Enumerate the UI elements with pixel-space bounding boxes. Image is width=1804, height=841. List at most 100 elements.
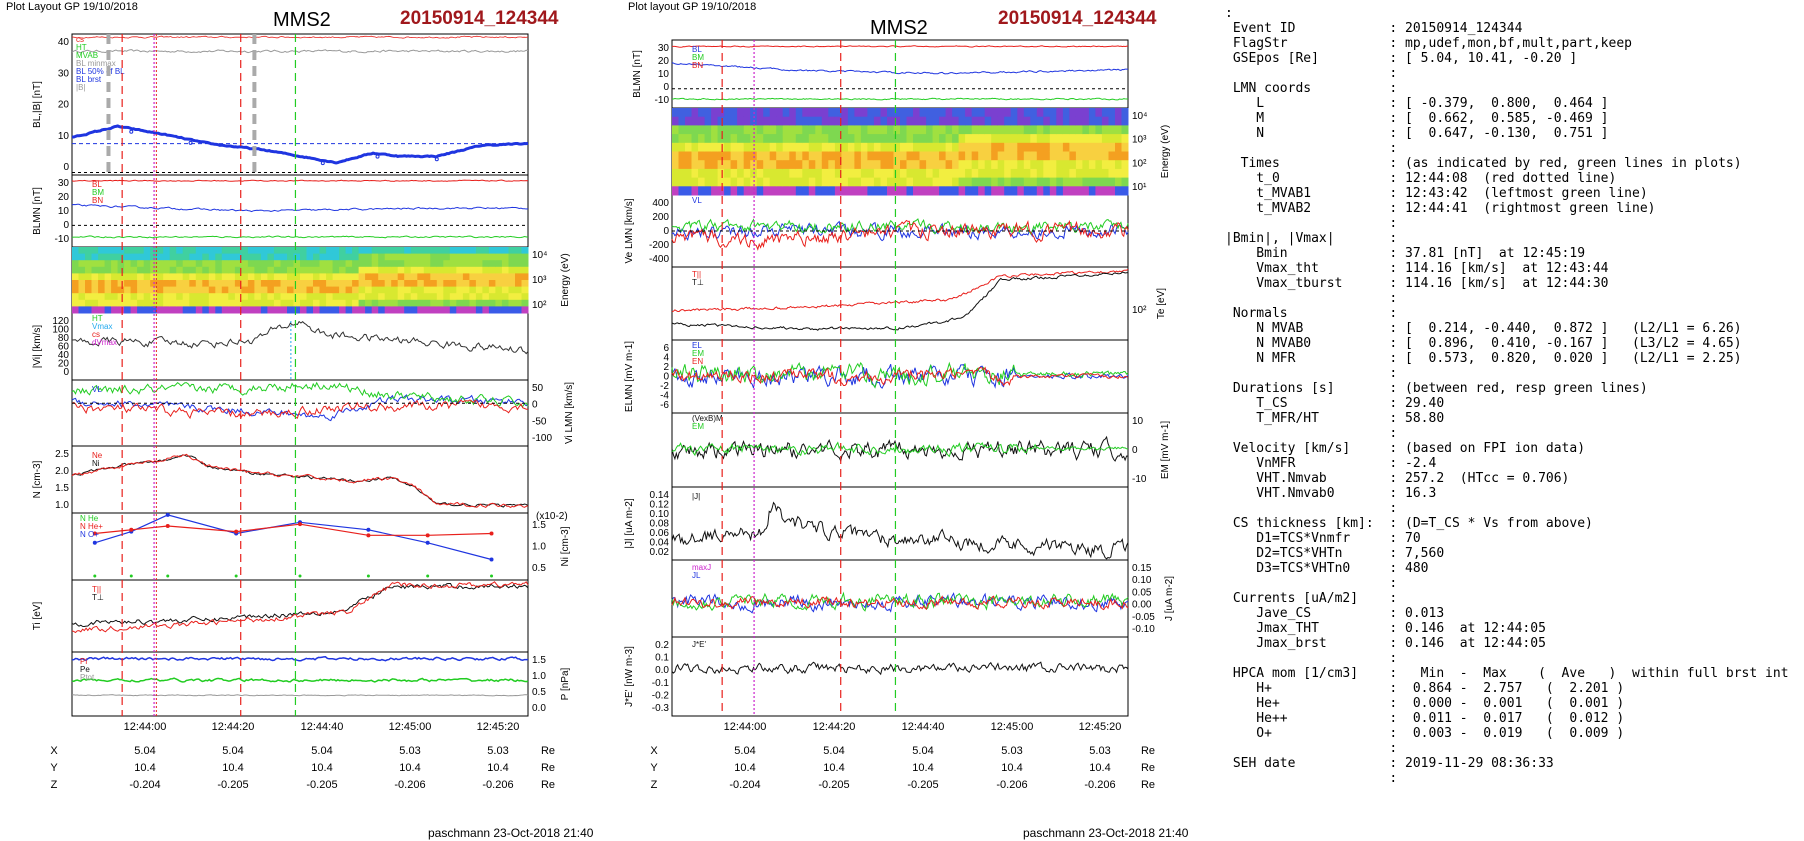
- spectrogram-cell: [306, 266, 314, 274]
- spectrogram-cell: [189, 253, 197, 261]
- spectrogram-cell: [691, 160, 699, 170]
- spectrogram-cell: [241, 299, 249, 307]
- spectrogram-cell: [98, 286, 106, 294]
- spectrogram-cell: [443, 253, 451, 261]
- spectrogram-cell: [78, 299, 86, 307]
- spectrogram-cell: [945, 116, 953, 126]
- spectrogram-cell: [293, 273, 301, 281]
- middle-panel-frame: [671, 39, 1129, 109]
- pos-row-label: Y: [50, 762, 58, 774]
- spectrogram-cell: [691, 142, 699, 152]
- spectrogram-cell: [991, 168, 999, 179]
- spectrogram-cell: [410, 253, 418, 261]
- spectrogram-cell: [313, 280, 320, 288]
- spectrogram-cell: [358, 253, 366, 261]
- spectrogram-cell: [124, 266, 132, 274]
- spectrogram-cell: [991, 125, 999, 135]
- mid-JL-line: [671, 592, 1129, 614]
- spectrogram-cell: [926, 168, 934, 179]
- spectrogram-cell: [163, 286, 171, 294]
- spectrogram-cell: [469, 299, 477, 307]
- mid-y-tick: -0.05: [1132, 612, 1155, 623]
- spectrogram-cell: [319, 299, 327, 307]
- spectrogram-cell: [182, 260, 190, 268]
- spectrogram-cell: [782, 125, 790, 135]
- spectrogram-cell: [117, 306, 125, 314]
- spectrogram-cell: [704, 108, 712, 118]
- spectrogram-cell: [854, 186, 862, 196]
- spectrogram-cell: [1043, 160, 1051, 170]
- spectrogram-cell: [143, 273, 151, 281]
- spectrogram-cell: [945, 142, 953, 152]
- spectrogram-cell: [475, 299, 483, 307]
- spectrogram-cell: [163, 273, 171, 281]
- spectrogram-cell: [1069, 186, 1077, 196]
- info-line: :: [1225, 576, 1398, 591]
- spectrogram-cell: [508, 299, 516, 307]
- spectrogram-cell: [397, 260, 405, 268]
- spectrogram-cell: [124, 299, 132, 307]
- spectrogram-cell: [384, 273, 392, 281]
- spectrogram-cell: [417, 286, 425, 294]
- mid-legend-item: VL: [692, 196, 702, 205]
- spectrogram-cell: [430, 299, 438, 307]
- spectrogram-cell: [704, 168, 712, 179]
- spectrogram-cell: [488, 247, 496, 255]
- spectrogram-cell: [828, 142, 836, 152]
- spectrogram-cell: [802, 151, 810, 161]
- spectrogram-cell: [704, 125, 712, 135]
- spectrogram-cell: [919, 151, 927, 161]
- spectrogram-cell: [404, 253, 412, 261]
- spectrogram-cell: [893, 116, 901, 126]
- spectrogram-cell: [847, 168, 855, 179]
- spectrogram-cell: [1030, 151, 1038, 161]
- spectrogram-cell: [821, 142, 829, 152]
- pos-value: 5.04: [134, 745, 155, 757]
- spectrogram-cell: [795, 108, 803, 118]
- spectrogram-cell: [1043, 168, 1051, 179]
- spectrogram-cell: [672, 160, 679, 170]
- spectrogram-cell: [743, 125, 751, 135]
- spectrogram-cell: [828, 177, 836, 187]
- spectrogram-cell: [423, 306, 431, 314]
- mid-y-tick: -10: [1132, 474, 1147, 485]
- spectrogram-cell: [358, 273, 366, 281]
- spectrogram-cell: [1101, 160, 1109, 170]
- spectrogram-cell: [78, 280, 86, 288]
- spectrogram-cell: [443, 266, 451, 274]
- time-tick-label: 12:45:20: [1079, 721, 1122, 733]
- spectrogram-cell: [945, 168, 953, 179]
- info-line: VnMFR : -2.4: [1225, 456, 1437, 471]
- spectrogram-cell: [776, 177, 784, 187]
- spectrogram-cell: [795, 168, 803, 179]
- spectrogram-cell: [795, 160, 803, 170]
- mid-y-tick: 400: [652, 198, 669, 209]
- spectrogram-cell: [228, 247, 236, 255]
- spectrogram-cell: [873, 142, 881, 152]
- spectrogram-cell: [124, 293, 132, 301]
- spectrogram-cell: [1121, 168, 1129, 179]
- left-y-tick: 10²: [532, 300, 547, 311]
- spectrogram-cell: [991, 151, 999, 161]
- spectrogram-cell: [417, 293, 425, 301]
- spectrogram-cell: [72, 253, 79, 261]
- spectrogram-cell: [254, 293, 262, 301]
- spectrogram-cell: [417, 306, 425, 314]
- spectrogram-cell: [176, 286, 184, 294]
- pos-value: 10.4: [399, 762, 420, 774]
- left-y-tick: 1.0: [532, 542, 546, 553]
- spectrogram-cell: [456, 293, 464, 301]
- spectrogram-cell: [260, 280, 268, 288]
- spectrogram-cell: [287, 253, 294, 261]
- spectrogram-cell: [508, 247, 516, 255]
- spectrogram-cell: [1017, 108, 1025, 118]
- spectrogram-cell: [195, 286, 203, 294]
- spectrogram-cell: [789, 108, 797, 118]
- left-Pe-line: [71, 694, 529, 697]
- spectrogram-cell: [1121, 134, 1129, 144]
- spectrogram-cell: [247, 253, 255, 261]
- spectrogram-cell: [821, 116, 829, 126]
- spectrogram-cell: [847, 134, 855, 144]
- mid-y-tick: 0.08: [650, 519, 670, 530]
- spectrogram-cell: [189, 293, 197, 301]
